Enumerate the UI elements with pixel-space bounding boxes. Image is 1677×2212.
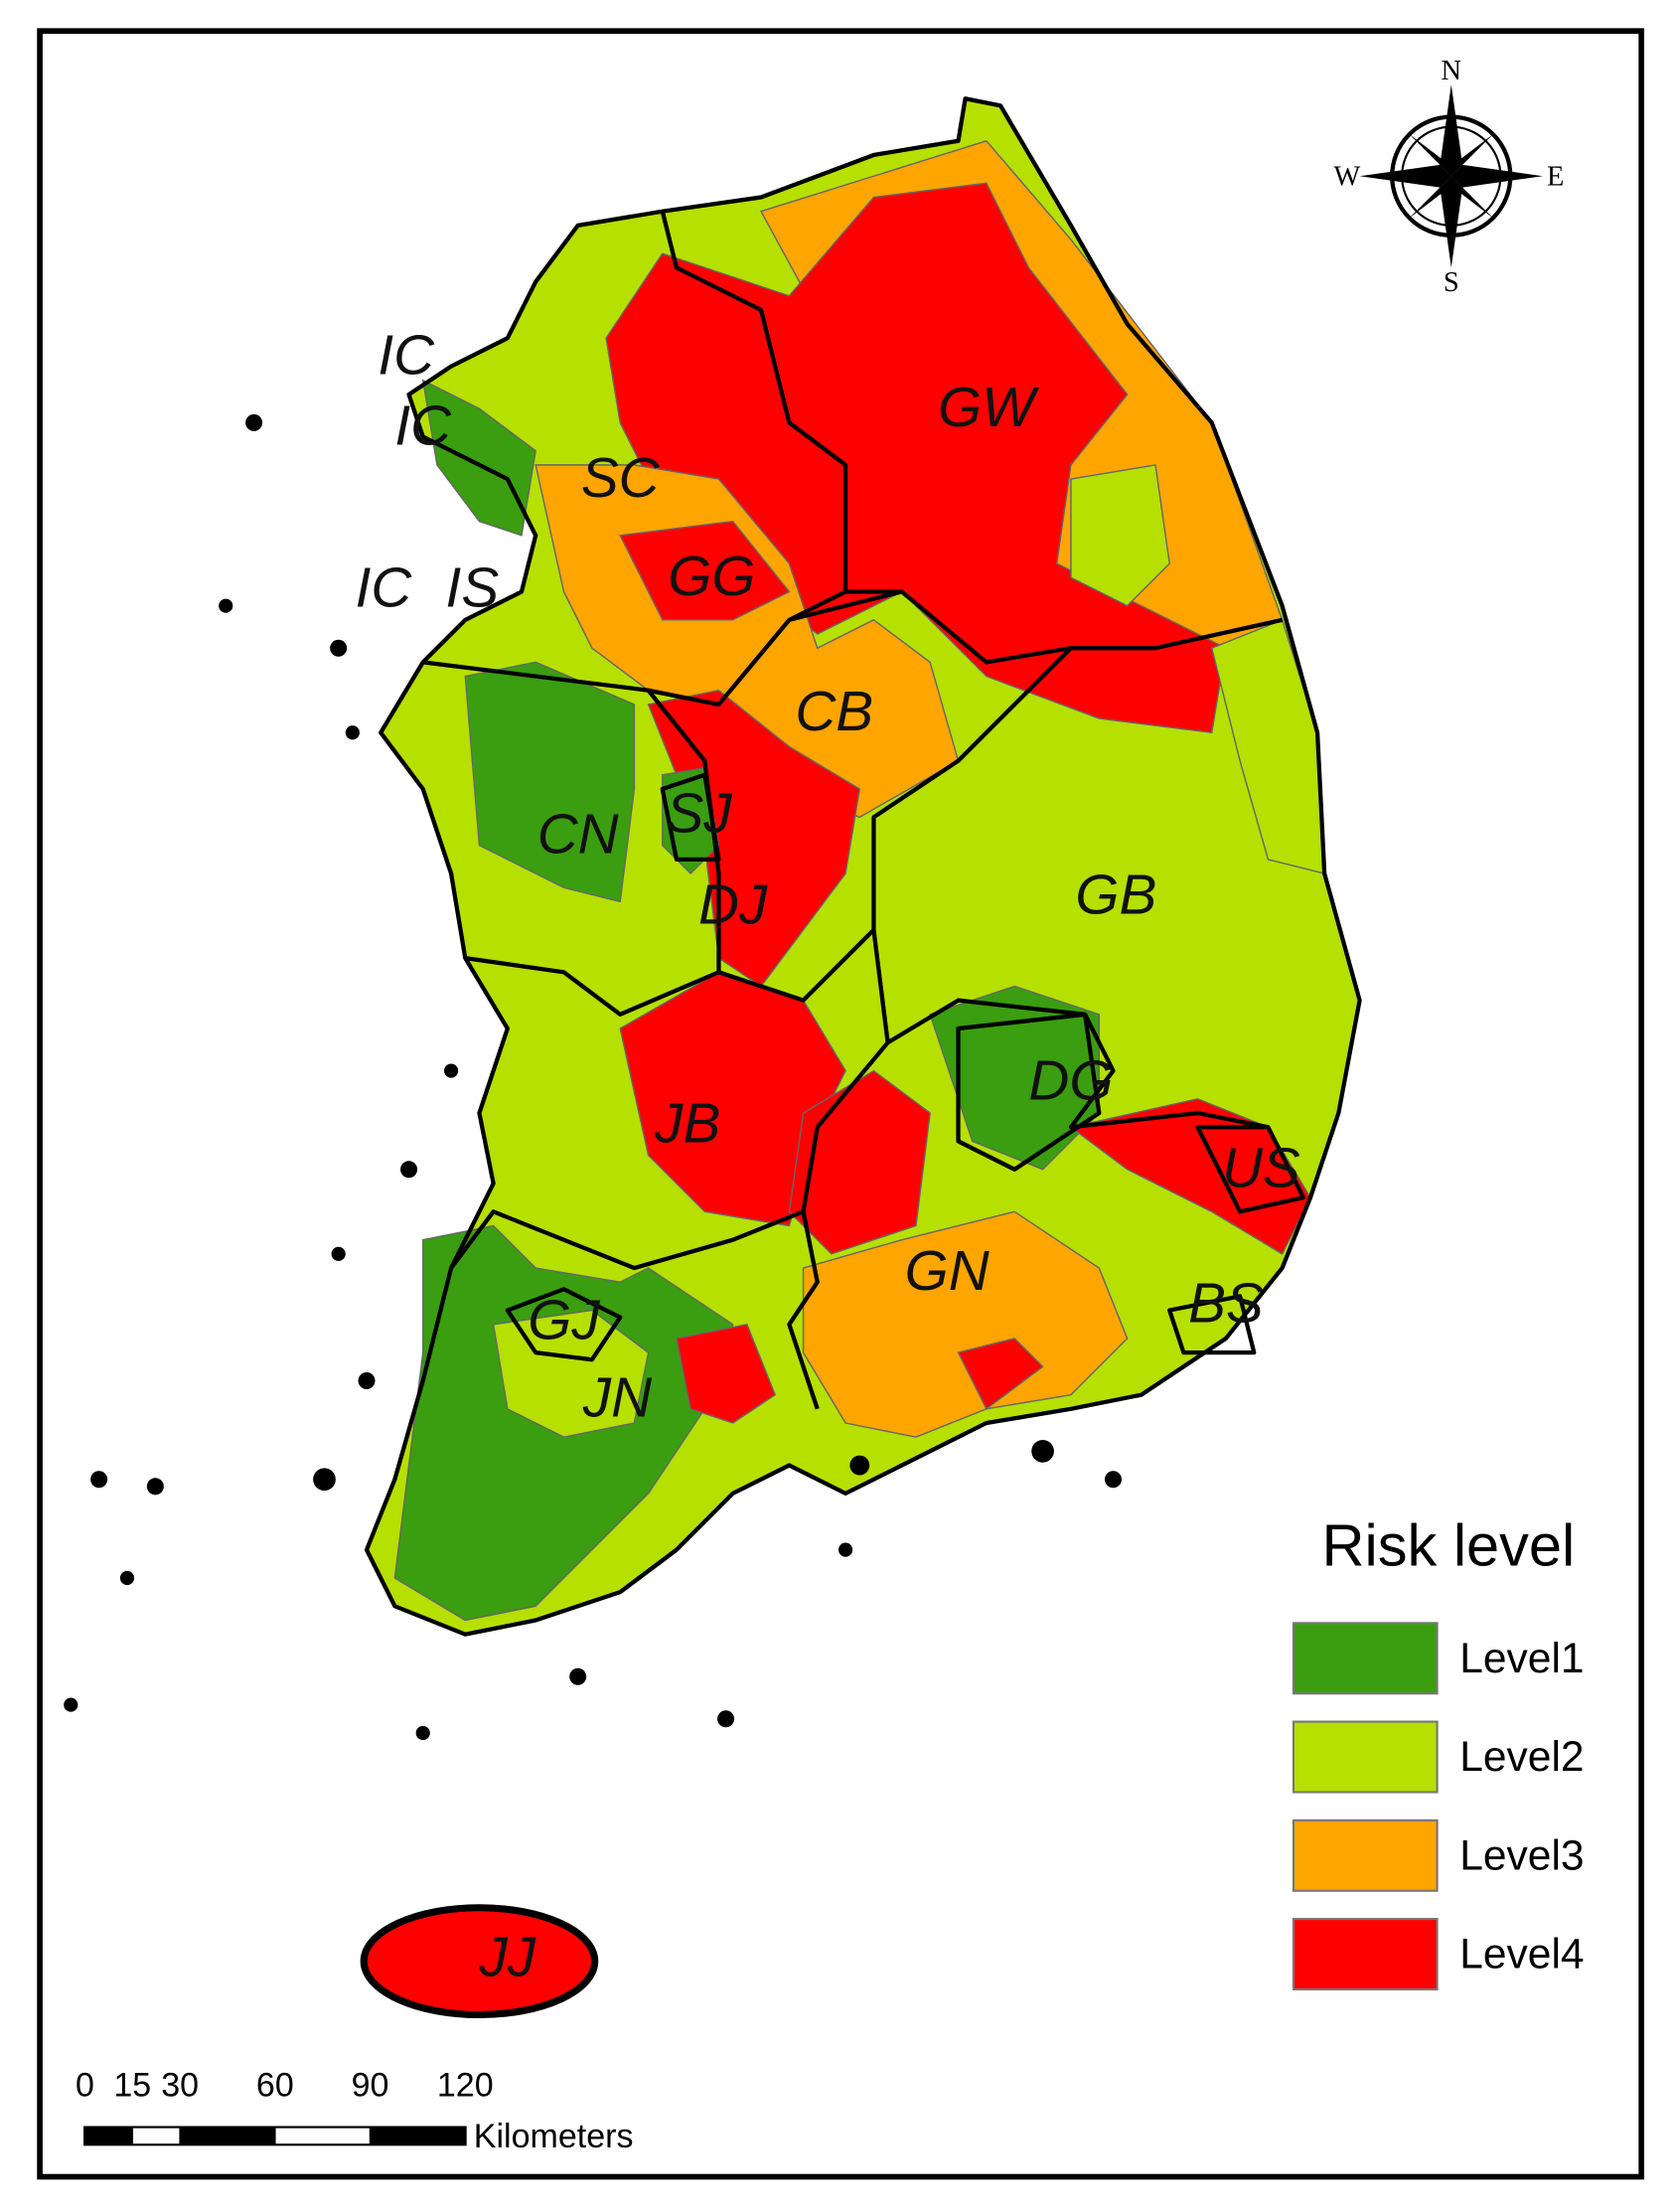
- region-label: CB: [795, 681, 873, 743]
- region-label: IC: [394, 395, 452, 457]
- scale-tick-label: 0: [76, 2067, 94, 2105]
- region-label: IC: [356, 556, 413, 619]
- legend: Risk level Level1 Level2 Level3 Level4: [1292, 1511, 1585, 1991]
- area: [647, 689, 861, 988]
- legend-swatch: [1292, 1818, 1439, 1892]
- legend-label: Level4: [1459, 1931, 1584, 1978]
- legend-label: Level2: [1459, 1733, 1584, 1781]
- region-label: IS: [446, 556, 500, 619]
- border: [505, 772, 1306, 1362]
- legend-swatch: [1292, 1720, 1439, 1794]
- map-areas: [366, 97, 1361, 1636]
- scale-tick-label: 120: [437, 2067, 494, 2105]
- legend-title: Risk level: [1322, 1511, 1576, 1578]
- compass-north: N: [1442, 56, 1461, 86]
- scale-segment: [369, 2127, 466, 2145]
- region-label: JN: [582, 1367, 652, 1430]
- scale-segment: [83, 2127, 134, 2145]
- region-label: GJ: [528, 1290, 600, 1352]
- legend-swatch: [1292, 1622, 1439, 1695]
- scale-segment: [274, 2127, 372, 2145]
- province-borders: [364, 96, 1362, 1637]
- islands: [64, 413, 1122, 1741]
- region-label: GN: [905, 1240, 990, 1303]
- region-label: DG: [1028, 1050, 1113, 1113]
- area: [492, 1309, 650, 1438]
- region-label: SJ: [667, 782, 733, 845]
- scale-segment: [131, 2127, 181, 2145]
- region-label: GG: [668, 546, 755, 608]
- legend-label: Level1: [1459, 1635, 1584, 1682]
- scale-tick-label: 30: [161, 2067, 199, 2105]
- region-label: GW: [938, 377, 1039, 439]
- region-label: GB: [1075, 865, 1156, 927]
- border: [787, 998, 1269, 1410]
- legend-swatch: [1292, 1918, 1439, 1991]
- region-label: IC: [378, 325, 435, 388]
- area: [957, 1338, 1044, 1410]
- area: [619, 520, 791, 621]
- compass-west: W: [1333, 162, 1360, 193]
- area: [464, 661, 636, 903]
- region-label: US: [1222, 1138, 1300, 1200]
- scale-tick-label: 90: [352, 2067, 389, 2105]
- scale-unit: Kilometers: [474, 2118, 634, 2155]
- border: [660, 211, 1284, 665]
- region-label: DJ: [698, 873, 768, 936]
- scale-tick-label: 15: [113, 2067, 151, 2105]
- coastline: [364, 96, 1362, 1637]
- compass-south: S: [1444, 267, 1459, 298]
- area: [1069, 1098, 1311, 1255]
- area: [421, 379, 536, 537]
- region-label: JJ: [478, 1927, 535, 1989]
- scale-tick-label: 60: [256, 2067, 294, 2105]
- region-label: CN: [537, 804, 619, 867]
- region-label: JB: [654, 1092, 720, 1155]
- border: [648, 589, 903, 708]
- scale-bar: 0 15 30 60 90 120 Kilometers: [76, 2067, 633, 2155]
- legend-label: Level3: [1459, 1831, 1584, 1879]
- jeju-island: [360, 1904, 599, 2019]
- area: [676, 1323, 777, 1424]
- area: [802, 1210, 1129, 1438]
- region-label: BS: [1188, 1273, 1264, 1336]
- border: [449, 929, 890, 1271]
- scale-segment: [179, 2127, 276, 2145]
- region-label: SC: [581, 447, 661, 510]
- compass-east: E: [1547, 162, 1564, 193]
- area: [1070, 464, 1170, 607]
